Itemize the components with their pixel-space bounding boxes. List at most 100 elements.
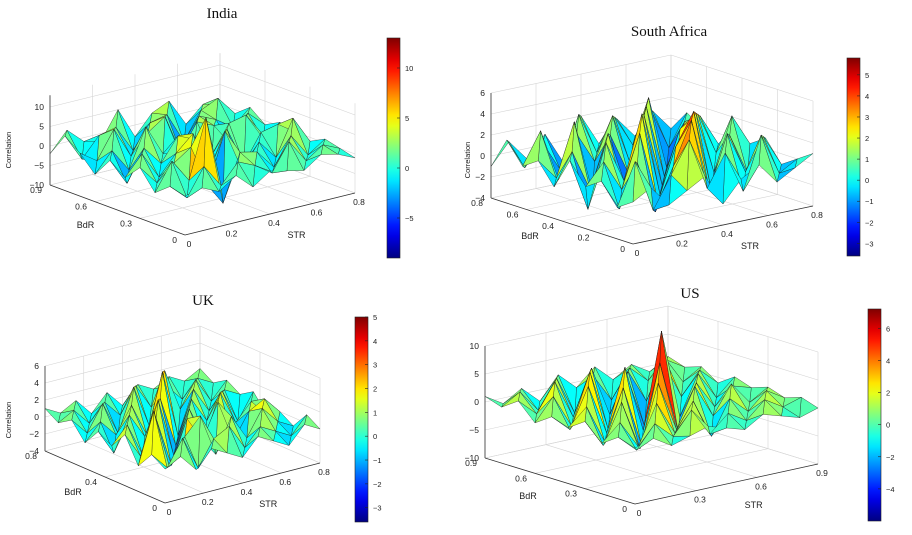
surface-facet [652, 111, 672, 149]
surface-facet [709, 413, 729, 435]
surface-facet [731, 115, 751, 174]
colorbar-tick-label: 0 [373, 432, 377, 441]
surface-facet [646, 106, 665, 186]
z-tick-label: −5 [34, 161, 44, 171]
y-tick-label: 0.9 [30, 185, 42, 195]
surface-facet [137, 384, 154, 408]
z-axis-label: Correlation [463, 142, 472, 179]
surface-facet [231, 416, 247, 448]
surface-facet [169, 186, 188, 199]
chart-title: South Africa [631, 24, 708, 40]
x-tick-label: 0.2 [202, 497, 214, 507]
colorbar-tick-label: 6 [886, 324, 890, 333]
surface-facet [58, 410, 74, 423]
z-tick-label: 5 [474, 369, 479, 379]
y-tick-label: 0.4 [85, 477, 97, 487]
surface-facet [691, 409, 710, 435]
surface-facet [697, 373, 717, 407]
surface-facet [175, 398, 192, 446]
surface-facet [304, 414, 321, 430]
surface-facet [747, 390, 767, 412]
surface-facet [764, 399, 784, 417]
y-axis-label: BdR [519, 491, 537, 501]
surface-facet [689, 139, 708, 189]
surface-facet [60, 400, 77, 414]
surface-facet [271, 141, 290, 174]
surface-facet [580, 115, 600, 153]
surface-facet [167, 438, 183, 468]
surface-facet [536, 381, 556, 414]
surface-facet [653, 174, 672, 211]
chart-title: India [207, 6, 238, 22]
z-tick-label: 6 [480, 88, 485, 98]
y-tick-label: 0 [152, 503, 157, 513]
y-tick-label: 0 [620, 244, 625, 254]
surface-facet [256, 151, 275, 174]
x-tick-label: 0 [635, 248, 640, 258]
z-tick-label: −2 [475, 172, 485, 182]
surface-facet [91, 392, 108, 414]
surface-facet [534, 396, 554, 424]
x-tick-label: 0 [167, 507, 172, 517]
z-tick-label: −4 [475, 193, 485, 203]
surface-facet [522, 130, 541, 167]
y-tick-label: 0.6 [75, 202, 87, 212]
surface-facet [538, 160, 557, 188]
surface-facet [185, 104, 204, 125]
surface-facet [731, 383, 750, 412]
surface-facet [193, 389, 210, 421]
surface-facet [184, 415, 201, 469]
surface-facet [636, 423, 656, 451]
tick-labels: 0 0.2 0.4 0.6 0.8 0 0.3 0.6 0.9−10 −5 0 5 10 [30, 102, 366, 249]
colorbar-tick-label: 5 [373, 313, 377, 322]
surface-facet [211, 379, 227, 402]
colorbar-tick-label: 5 [405, 114, 409, 123]
surface-facet [248, 398, 265, 412]
surface-facet [87, 403, 103, 434]
surface-facet [115, 405, 132, 435]
surface-facet [237, 161, 256, 188]
x-axis-label: STR [745, 500, 764, 510]
surface-facet [173, 408, 190, 456]
surface-facet [766, 390, 785, 408]
surface-facet [743, 134, 762, 192]
colorbar-tick-label: 2 [865, 134, 869, 143]
surface-facet [696, 382, 715, 417]
surface-facet [275, 117, 294, 158]
z-tick-label: 0 [474, 397, 479, 407]
surface-facet [98, 431, 114, 454]
surface-facet [288, 141, 307, 171]
surface-facet [594, 366, 614, 401]
surface-facet [153, 410, 170, 468]
chart-title: UK [192, 293, 214, 309]
surface-facet [643, 331, 662, 431]
surface-facet [716, 376, 735, 398]
z-axis-label: Correlation [4, 402, 13, 439]
surface-facet [292, 117, 311, 156]
surface-panel-1: 00.20.40.60.800.20.40.60.8−4−20246STRBdR… [463, 24, 874, 258]
surface-facet [49, 129, 68, 154]
surface-facet [576, 366, 595, 388]
axis-lines [484, 346, 819, 505]
surface-facet [618, 437, 637, 451]
y-tick-label: 0.3 [120, 218, 132, 228]
surface-facet [198, 438, 214, 469]
surface-facet [184, 368, 201, 382]
x-tick-label: 0.2 [226, 229, 238, 239]
surface-facet [679, 373, 699, 417]
surface-facet [117, 109, 136, 151]
y-tick-label: 0.6 [507, 210, 519, 220]
surface-facet [106, 392, 123, 416]
surface-panel-3: 00.30.60.900.30.60.9−10−50510STRBdRUS−4−… [465, 286, 895, 522]
surface-facet [254, 165, 273, 174]
surface-facet [539, 374, 559, 402]
surface-facet [134, 112, 153, 137]
z-tick-label: −4 [29, 446, 39, 456]
surface-facet [617, 161, 636, 208]
surface-facet [761, 134, 780, 183]
z-tick-label: 4 [34, 378, 39, 388]
y-axis-label: BdR [64, 487, 82, 497]
surface-panel-0: 0 0.2 0.4 0.6 0.8 0 0.3 0.6 0.9−10 −5 0 5 10 STR BdR Co… [4, 6, 414, 259]
surface-facet [700, 115, 719, 153]
